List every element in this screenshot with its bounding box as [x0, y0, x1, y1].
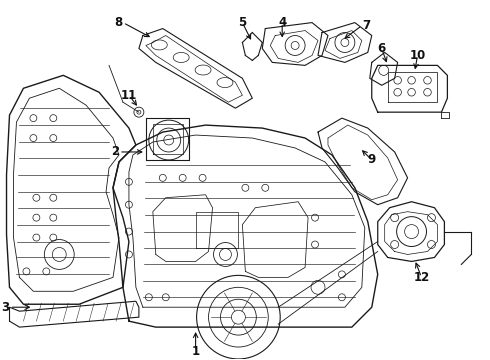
Text: 3: 3	[1, 301, 9, 314]
Text: 8: 8	[115, 16, 123, 29]
Text: 11: 11	[121, 89, 137, 102]
Text: 2: 2	[111, 145, 119, 158]
Text: 9: 9	[368, 153, 376, 166]
Text: 5: 5	[238, 16, 246, 29]
Text: 4: 4	[278, 16, 286, 29]
Text: 12: 12	[414, 271, 430, 284]
Text: 6: 6	[378, 42, 386, 55]
Text: 1: 1	[192, 345, 199, 357]
Text: 10: 10	[410, 49, 426, 62]
Text: 7: 7	[362, 19, 370, 32]
